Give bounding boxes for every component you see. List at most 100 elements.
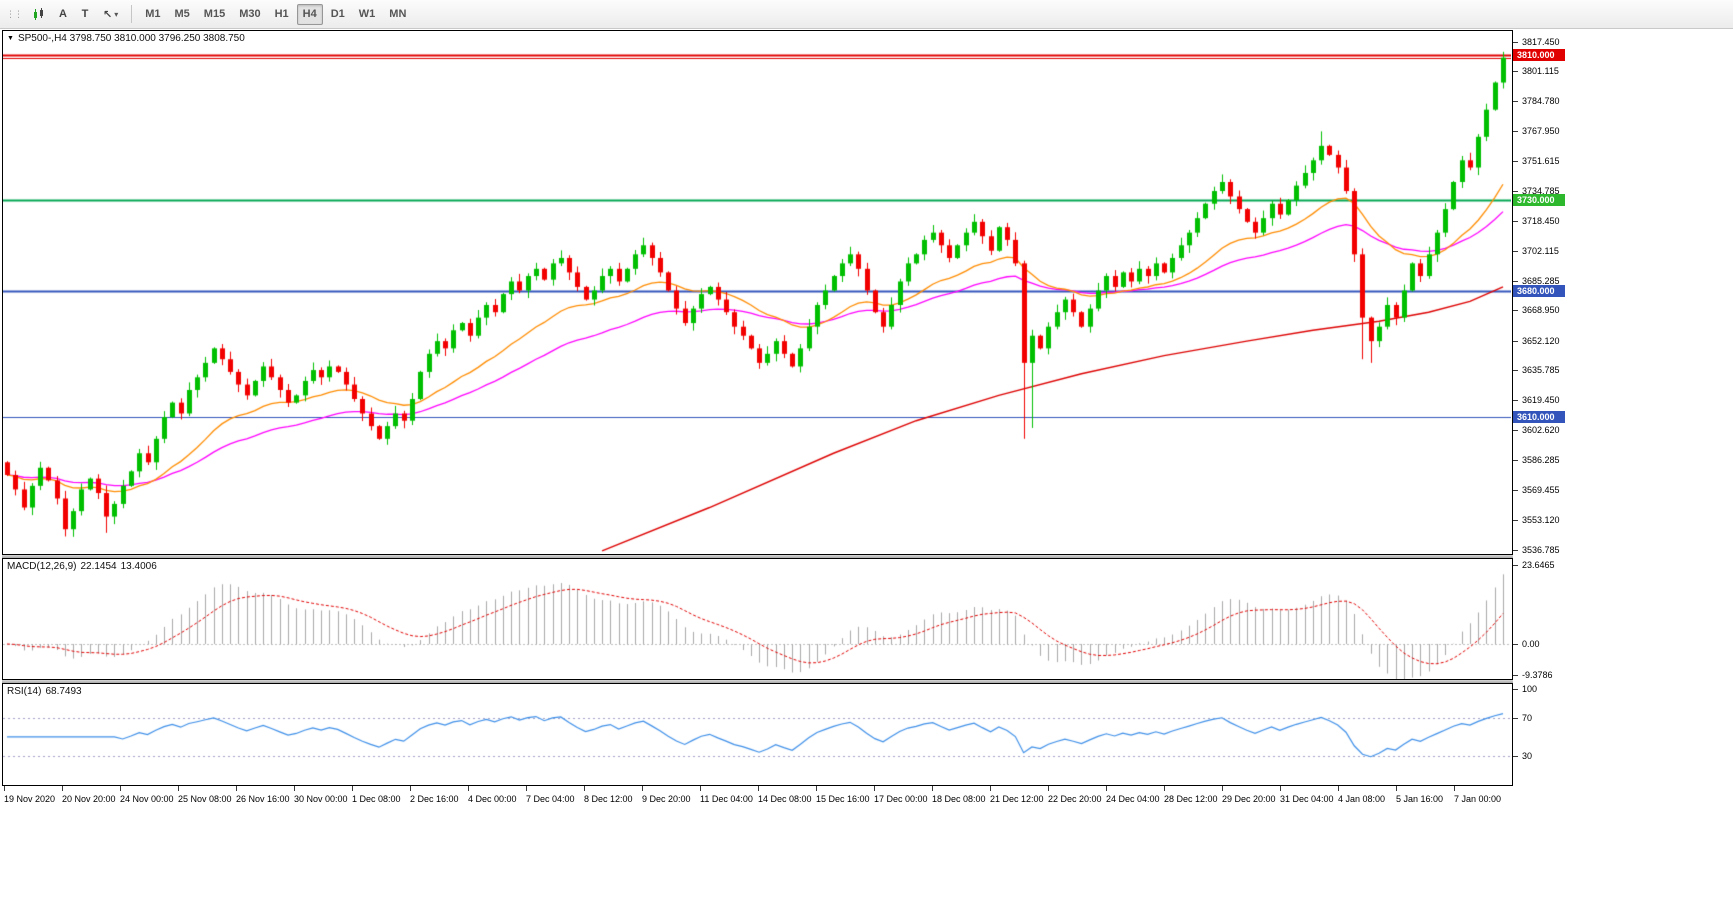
macd-axis-label: 23.6465 <box>1522 560 1555 570</box>
time-tick <box>1454 786 1455 791</box>
time-tick <box>294 786 295 791</box>
price-chart-canvas[interactable] <box>3 31 1511 554</box>
rsi-chart-canvas[interactable] <box>3 684 1511 785</box>
time-tick <box>1396 786 1397 791</box>
macd-chart-canvas[interactable] <box>3 559 1511 679</box>
time-axis-label: 24 Nov 00:00 <box>120 794 174 804</box>
rsi-axis-label: 70 <box>1522 713 1533 723</box>
macd-value: 22.1454 <box>80 561 117 572</box>
chart-window: ▼ SP500-,H4 3798.750 3810.000 3796.250 38… <box>2 30 1731 816</box>
macd-axis-label: -9.3786 <box>1522 670 1553 680</box>
time-tick <box>120 786 121 791</box>
candlestick-glyph-icon <box>34 7 43 20</box>
price-axis-label: 3602.620 <box>1522 425 1560 435</box>
axis-tick <box>1513 161 1518 162</box>
timeframe-h4-button[interactable]: H4 <box>296 3 323 25</box>
price-axis-label: 3767.950 <box>1522 126 1560 136</box>
chart-title: ▼ SP500-,H4 3798.750 3810.000 3796.250 38… <box>7 33 245 44</box>
price-axis[interactable]: 3817.450 3801.115 3784.780 3767.950 3751.615… <box>1513 30 1731 816</box>
time-tick <box>584 786 585 791</box>
time-tick <box>1338 786 1339 791</box>
price-badge-3610-000: 3610.000 <box>1513 411 1565 423</box>
rsi-value: 68.7493 <box>45 686 82 697</box>
rsi-axis-label: 100 <box>1522 684 1538 694</box>
price-axis-label: 3718.450 <box>1522 216 1560 226</box>
axis-tick <box>1513 131 1518 132</box>
time-axis-label: 7 Jan 00:00 <box>1454 794 1502 804</box>
macd-panel: MACD(12,26,9) 22.1454 13.4006 <box>2 558 1513 680</box>
timeframe-mn-button[interactable]: MN <box>389 8 407 20</box>
time-axis-label: 8 Dec 12:00 <box>584 794 633 804</box>
text-t-button[interactable]: T <box>81 8 89 20</box>
axis-tick <box>1513 370 1518 371</box>
annotate-a-button[interactable]: A <box>59 8 67 20</box>
price-axis-label: 3619.450 <box>1522 395 1560 405</box>
time-tick <box>410 786 411 791</box>
price-axis-label: 3635.785 <box>1522 365 1560 375</box>
cursor-tool-button[interactable]: ↖ ▾ <box>97 4 124 25</box>
time-axis-label: 28 Dec 12:00 <box>1164 794 1218 804</box>
axis-tick <box>1513 341 1518 342</box>
time-axis-label: 14 Dec 08:00 <box>758 794 812 804</box>
time-tick <box>236 786 237 791</box>
toolbar-drag-handle-icon[interactable]: ⋮⋮ <box>6 8 23 19</box>
time-tick <box>178 786 179 791</box>
axis-tick <box>1513 460 1518 461</box>
main-price-panel: ▼ SP500-,H4 3798.750 3810.000 3796.250 38… <box>2 30 1513 555</box>
time-axis-label: 31 Dec 04:00 <box>1280 794 1334 804</box>
panel-splitter-macd[interactable] <box>2 555 1731 558</box>
price-axis-label: 3801.115 <box>1522 66 1559 76</box>
time-axis-label: 20 Nov 20:00 <box>62 794 116 804</box>
time-tick <box>4 786 5 791</box>
time-axis[interactable]: 19 Nov 2020 20 Nov 20:00 24 Nov 00:00 25 No… <box>2 786 1731 816</box>
timeframe-m15-button[interactable]: M15 <box>203 8 226 20</box>
time-tick <box>990 786 991 791</box>
price-badge-3730-000: 3730.000 <box>1513 194 1565 206</box>
price-axis-label: 3536.785 <box>1522 545 1560 555</box>
axis-tick <box>1513 490 1518 491</box>
timeframe-m30-button[interactable]: M30 <box>239 8 261 20</box>
timeframe-w1-button[interactable]: W1 <box>358 8 376 20</box>
rsi-panel: RSI(14) 68.7493 <box>2 683 1513 786</box>
price-axis-label: 3685.285 <box>1522 276 1560 286</box>
axis-tick <box>1513 756 1518 757</box>
timeframe-button-group: M1 M5 M15 M30 H1 H4 D1 W1 MN <box>139 3 412 25</box>
time-tick <box>1280 786 1281 791</box>
time-tick <box>468 786 469 791</box>
rsi-axis-label: 30 <box>1522 751 1533 761</box>
time-tick <box>526 786 527 791</box>
axis-tick <box>1513 675 1518 676</box>
time-axis-label: 21 Dec 12:00 <box>990 794 1044 804</box>
timeframe-d1-button[interactable]: D1 <box>330 8 345 20</box>
symbol-menu-arrow-icon[interactable]: ▼ <box>7 35 14 42</box>
price-axis-label: 3817.450 <box>1522 37 1560 47</box>
time-axis-label: 9 Dec 20:00 <box>642 794 691 804</box>
axis-tick <box>1513 565 1518 566</box>
time-axis-label: 29 Dec 20:00 <box>1222 794 1276 804</box>
timeframe-m1-button[interactable]: M1 <box>145 8 161 20</box>
axis-tick <box>1513 689 1518 690</box>
price-axis-label: 3553.120 <box>1522 515 1560 525</box>
time-axis-label: 2 Dec 16:00 <box>410 794 459 804</box>
time-axis-label: 1 Dec 08:00 <box>352 794 401 804</box>
rsi-title: RSI(14) 68.7493 <box>7 686 82 697</box>
chevron-down-icon: ▾ <box>114 9 119 19</box>
time-tick <box>1106 786 1107 791</box>
macd-label: MACD(12,26,9) <box>7 561 77 572</box>
panel-splitter-rsi[interactable] <box>2 680 1731 683</box>
axis-tick <box>1513 310 1518 311</box>
price-axis-label: 3652.120 <box>1522 336 1560 346</box>
macd-axis-label: 0.00 <box>1522 639 1540 649</box>
timeframe-h1-button[interactable]: H1 <box>274 8 289 20</box>
time-tick <box>62 786 63 791</box>
axis-tick <box>1513 550 1518 551</box>
price-axis-label: 3784.780 <box>1522 96 1560 106</box>
time-axis-label: 22 Dec 20:00 <box>1048 794 1102 804</box>
time-tick <box>874 786 875 791</box>
time-tick <box>932 786 933 791</box>
price-axis-label: 3702.115 <box>1522 246 1559 256</box>
time-tick <box>700 786 701 791</box>
time-tick <box>758 786 759 791</box>
timeframe-m5-button[interactable]: M5 <box>174 8 190 20</box>
chart-icon[interactable] <box>26 4 51 25</box>
